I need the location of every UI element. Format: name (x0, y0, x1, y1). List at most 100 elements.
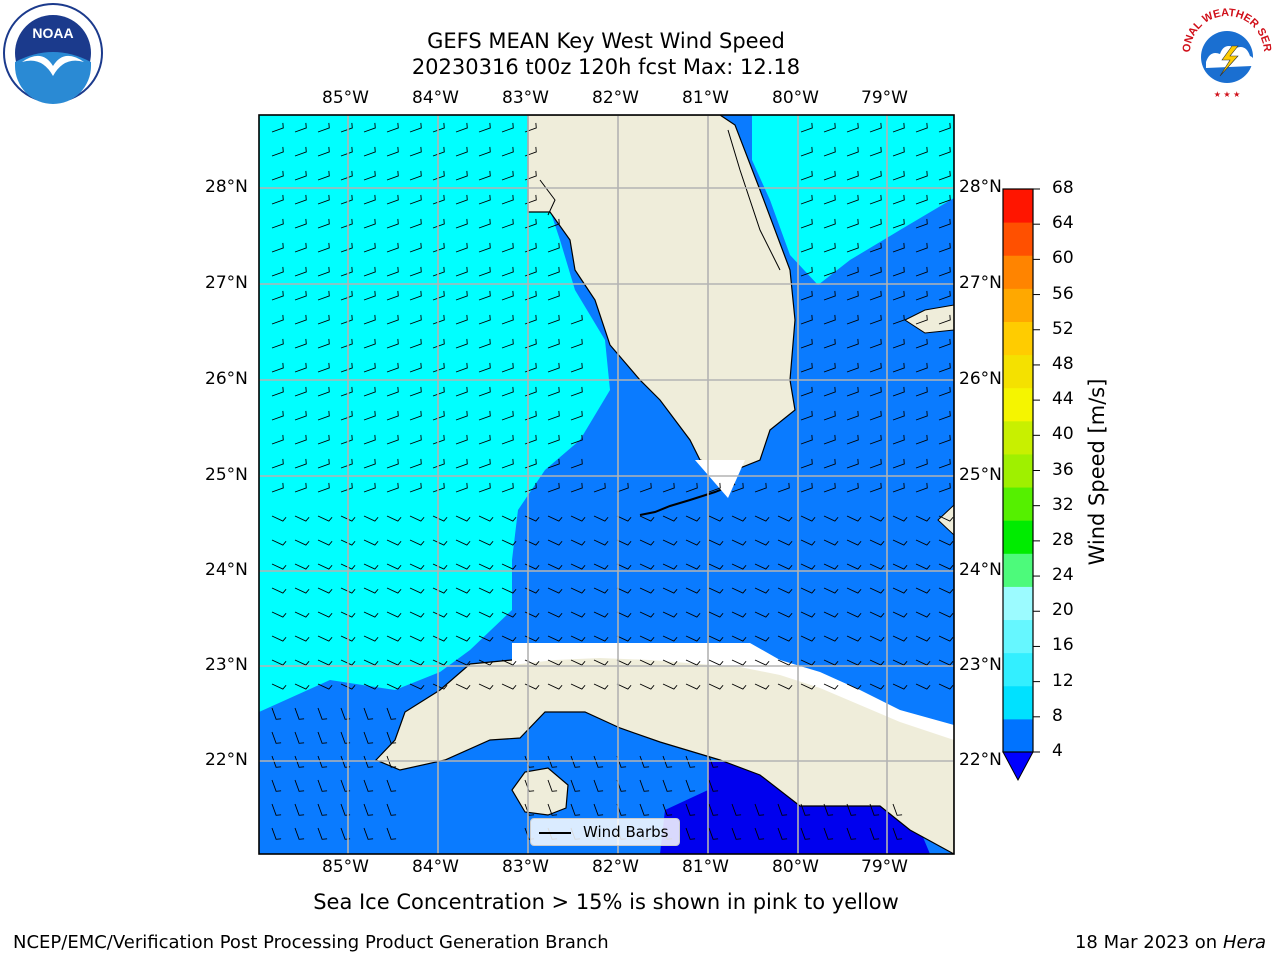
lon-label-top: 82°W (592, 88, 639, 108)
wind-barb (731, 563, 747, 570)
wind-barb (317, 362, 330, 373)
wind-barb (685, 587, 701, 594)
wind-barb (892, 218, 905, 229)
wind-barb (846, 611, 862, 618)
wind-barb (570, 539, 586, 546)
wind-barb (409, 683, 425, 690)
wind-barb (823, 410, 836, 421)
wind-barb (685, 683, 701, 690)
wind-barb (846, 434, 859, 445)
wind-barb (455, 194, 468, 205)
wind-barb (570, 482, 583, 493)
lon-label-bottom: 85°W (322, 857, 369, 877)
wind-barb (915, 314, 928, 325)
wind-barb (731, 515, 747, 522)
wind-barb (294, 755, 305, 768)
wind-barb (662, 803, 673, 816)
wind-barb (478, 170, 491, 181)
wind-barb (271, 731, 282, 744)
svg-text:★ ★ ★: ★ ★ ★ (1214, 90, 1241, 99)
wind-barb (294, 266, 307, 277)
wind-barb (938, 683, 954, 690)
wind-barb (662, 482, 675, 493)
wind-barb (409, 482, 422, 493)
wind-barb (846, 410, 859, 421)
wind-barb (570, 563, 586, 570)
wind-barb (271, 170, 284, 181)
wind-barb (501, 683, 517, 690)
wind-barb (455, 314, 468, 325)
wind-barb (892, 362, 905, 373)
wind-barb (938, 338, 951, 349)
wind-barb (869, 122, 882, 133)
wind-barb (731, 587, 747, 594)
wind-barb (409, 587, 425, 594)
wind-barb (823, 122, 836, 133)
wind-barb (317, 827, 328, 840)
nws-logo: NATIONAL WEATHER SERVICE ★ ★ ★ (1176, 2, 1276, 102)
wind-barb (294, 434, 307, 445)
wind-barb (869, 587, 885, 594)
wind-barb (294, 731, 305, 744)
wind-barb (869, 458, 882, 469)
wind-barb (478, 563, 494, 570)
lat-label-right: 25°N (959, 465, 1002, 485)
wind-barb (363, 338, 376, 349)
legend-label: Wind Barbs (583, 823, 669, 841)
wind-barb (363, 827, 374, 840)
wind-barb (501, 338, 514, 349)
wind-barb (455, 635, 471, 642)
wind-barb (616, 539, 632, 546)
wind-barb (823, 146, 836, 157)
wind-barb (869, 314, 882, 325)
wind-barb (455, 338, 468, 349)
wind-barb (409, 266, 422, 277)
wind-barb (363, 386, 376, 397)
wind-barb (317, 194, 330, 205)
wind-barb (800, 314, 813, 325)
wind-barb (501, 635, 517, 642)
wind-barb (317, 146, 330, 157)
wind-barb (363, 587, 379, 594)
wind-barb (869, 146, 882, 157)
wind-barb (662, 515, 678, 522)
wind-barb (432, 587, 448, 594)
wind-barb (708, 803, 719, 816)
wind-barb (823, 563, 839, 570)
wind-barb (432, 218, 445, 229)
lat-label-left: 23°N (205, 655, 248, 675)
wind-barb (846, 635, 862, 642)
lon-label-bottom: 79°W (861, 857, 908, 877)
wind-barb (777, 587, 793, 594)
wind-barb (409, 635, 425, 642)
wind-barb (271, 635, 287, 642)
wind-barb (317, 659, 333, 666)
wind-barb (455, 146, 468, 157)
wind-barb (869, 410, 882, 421)
wind-barb (455, 362, 468, 373)
wind-barb (616, 563, 632, 570)
wind-barb (340, 314, 353, 325)
wind-barb (386, 122, 399, 133)
noaa-logo: NOAA (3, 3, 103, 104)
wind-barb (777, 539, 793, 546)
wind-barb (570, 803, 581, 816)
wind-barb (869, 170, 882, 181)
wind-barb (340, 290, 353, 301)
wind-barb (547, 410, 560, 421)
wind-barb (547, 218, 560, 229)
wind-barb (409, 515, 425, 522)
wind-barb (938, 314, 951, 325)
wind-barb (340, 587, 356, 594)
wind-barb (685, 611, 701, 618)
wind-barb (432, 410, 445, 421)
wind-barb (547, 362, 560, 373)
wind-barb (363, 458, 376, 469)
wind-barb (363, 779, 374, 792)
wind-barb (892, 683, 908, 690)
wind-barb (547, 803, 558, 816)
wind-barb (340, 386, 353, 397)
colorbar (1003, 188, 1040, 753)
wind-barb (915, 338, 928, 349)
wind-barb (685, 635, 701, 642)
